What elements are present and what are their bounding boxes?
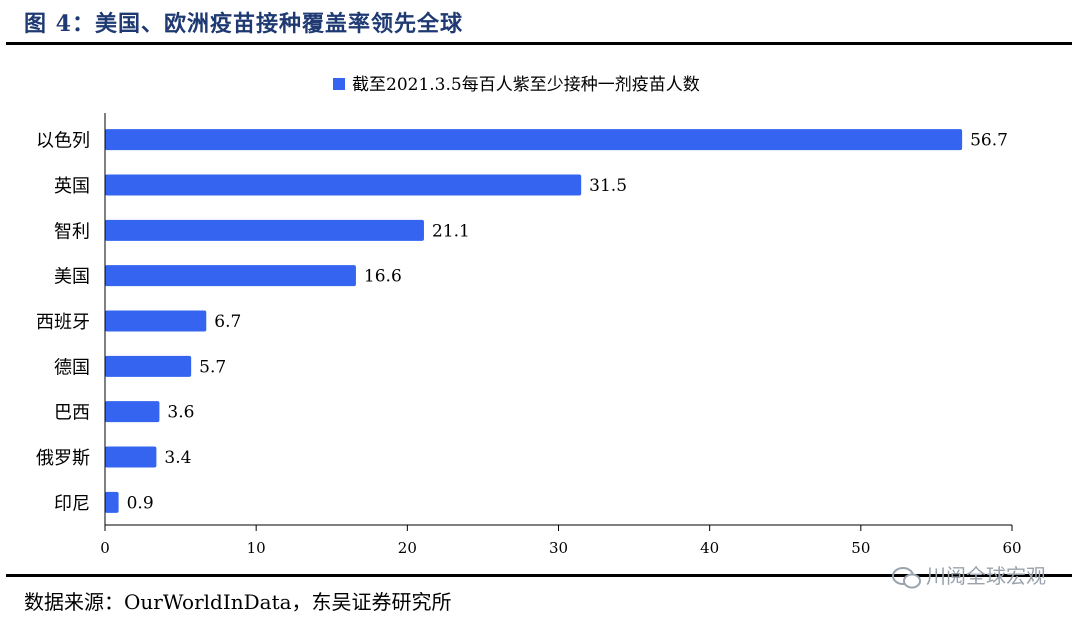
x-tick-label: 60 (1002, 539, 1021, 557)
watermark: 川阅全球宏观 (892, 560, 1046, 590)
bar (105, 219, 424, 241)
category-label: 英国 (54, 176, 90, 197)
x-axis: 0 10 20 30 40 50 60 (100, 113, 1022, 557)
data-label: 3.6 (167, 403, 194, 423)
bar (105, 401, 160, 423)
category-label: 巴西 (54, 403, 90, 424)
category-label: 印尼 (54, 493, 90, 514)
x-tick-label: 0 (100, 539, 110, 557)
bar (105, 129, 963, 151)
x-tick-label: 40 (700, 539, 719, 557)
bar (105, 174, 582, 196)
data-label: 0.9 (127, 493, 154, 513)
data-label: 21.1 (432, 221, 470, 241)
x-tick-label: 10 (247, 539, 266, 557)
bar (105, 355, 192, 377)
category-label: 智利 (54, 221, 90, 242)
data-label: 6.7 (214, 312, 241, 332)
bar (105, 265, 356, 287)
title-rule (6, 42, 1072, 45)
source-note: 数据来源：OurWorldInData，东吴证券研究所 (24, 590, 452, 614)
category-label: 俄罗斯 (36, 448, 90, 469)
bar (105, 491, 119, 513)
legend-swatch (333, 78, 345, 90)
x-tick-label: 50 (851, 539, 870, 557)
watermark-text: 川阅全球宏观 (926, 564, 1046, 588)
data-label: 5.7 (199, 357, 226, 377)
legend-label: 截至2021.3.5每百人紫至少接种一剂疫苗人数 (352, 75, 700, 95)
x-tick-label: 30 (549, 539, 568, 557)
legend: 截至2021.3.5每百人紫至少接种一剂疫苗人数 (333, 75, 700, 95)
category-label: 西班牙 (36, 312, 90, 333)
data-label: 31.5 (589, 176, 627, 196)
wechat-icon (892, 566, 921, 588)
bar (105, 310, 207, 332)
x-tick-label: 20 (398, 539, 417, 557)
figure-title: 图 4：美国、欧洲疫苗接种覆盖率领先全球 (24, 11, 463, 37)
bar (105, 446, 157, 468)
category-label: 美国 (54, 267, 90, 288)
data-label: 3.4 (164, 448, 191, 468)
bar-chart: 截至2021.3.5每百人紫至少接种一剂疫苗人数 56.7 31.5 21.1 16.… (36, 75, 1022, 557)
category-label: 以色列 (36, 131, 90, 152)
category-label: 德国 (54, 357, 90, 378)
data-label: 16.6 (364, 267, 402, 287)
data-label: 56.7 (970, 131, 1008, 151)
footer-rule (6, 574, 1072, 577)
